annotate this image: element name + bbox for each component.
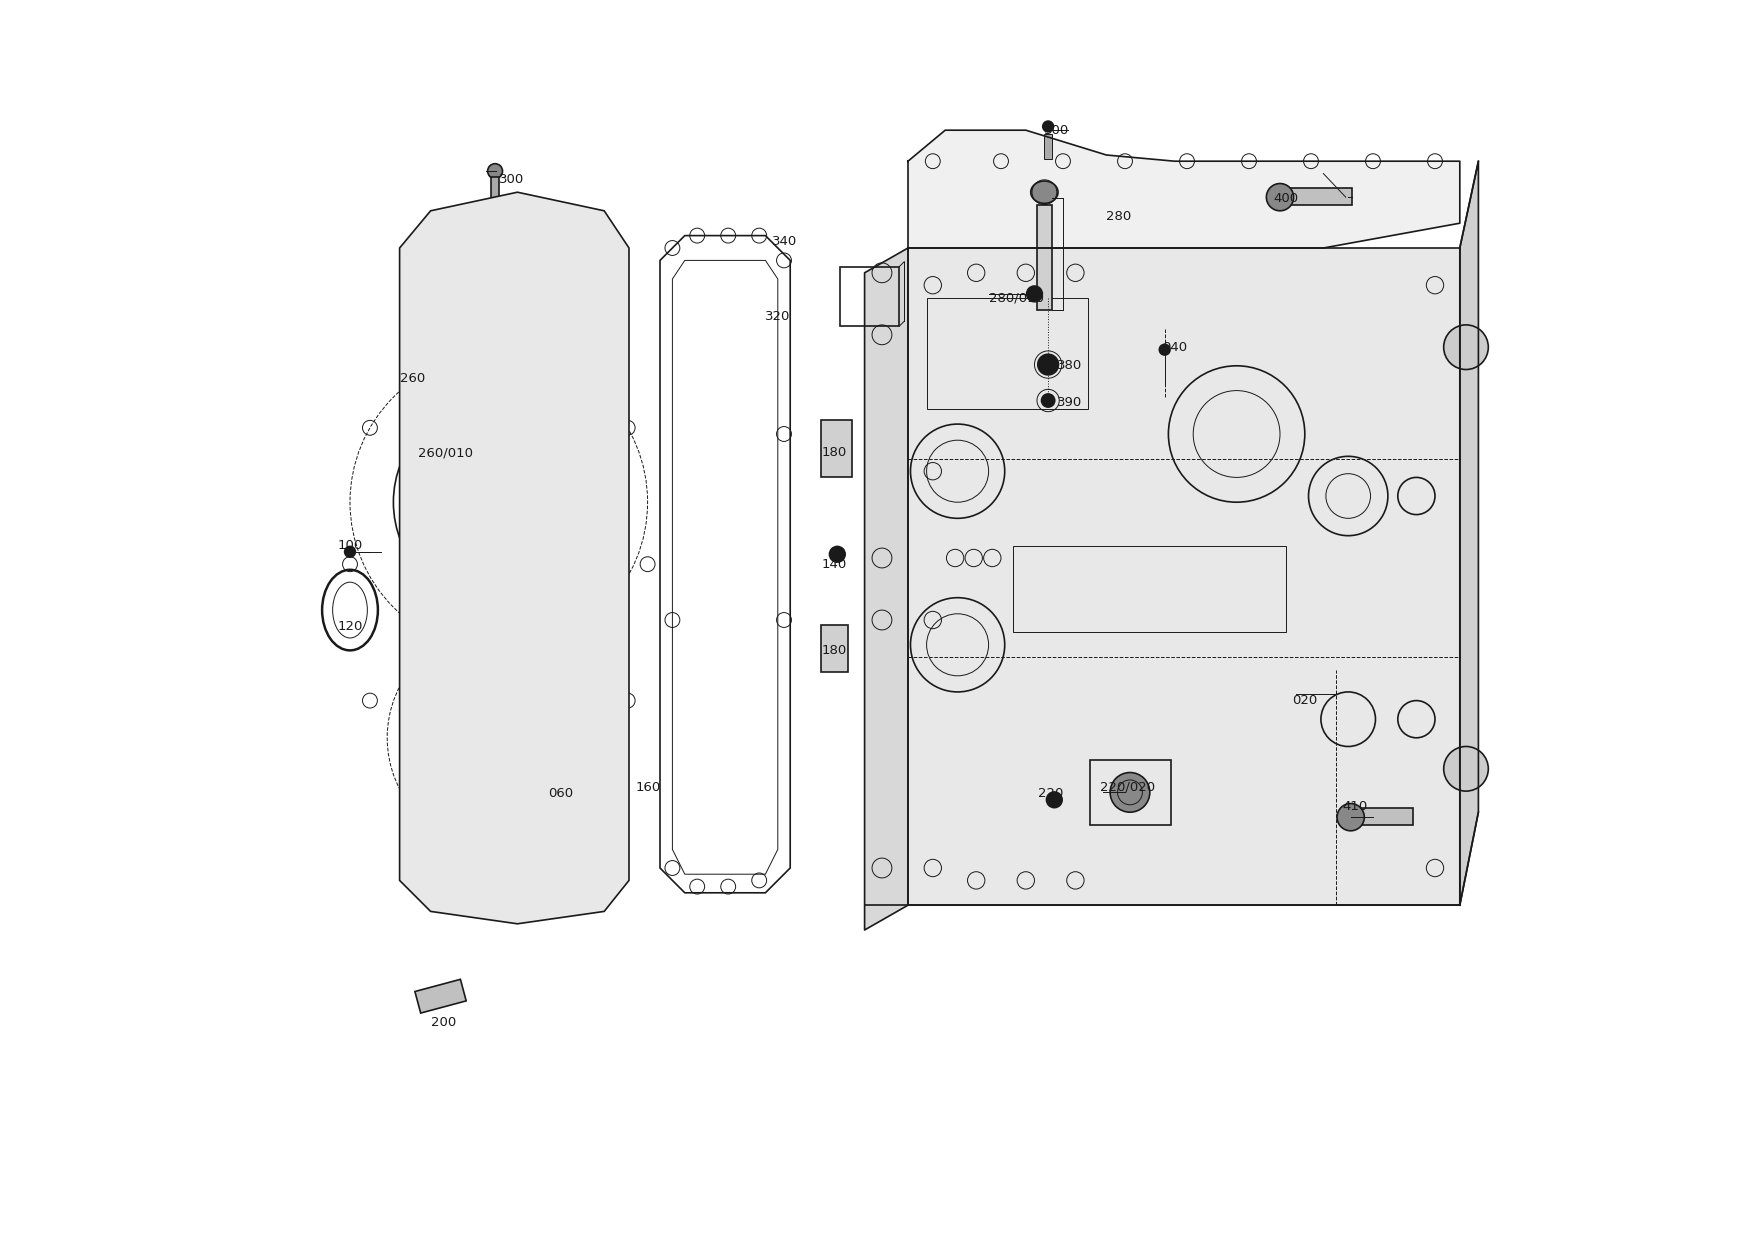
Ellipse shape — [1031, 181, 1058, 203]
Bar — [840, 267, 900, 326]
Text: 180: 180 — [821, 446, 847, 459]
Text: 060: 060 — [549, 787, 574, 800]
Circle shape — [430, 434, 567, 570]
Circle shape — [1045, 791, 1063, 808]
Circle shape — [1444, 325, 1489, 370]
Bar — [821, 625, 849, 672]
Bar — [1044, 134, 1052, 159]
Polygon shape — [400, 192, 630, 924]
Text: 100: 100 — [337, 539, 363, 552]
Circle shape — [1040, 393, 1056, 408]
Polygon shape — [865, 248, 909, 930]
Text: 300: 300 — [1044, 124, 1070, 136]
Text: 020: 020 — [1293, 694, 1317, 707]
Text: 200: 200 — [430, 1017, 456, 1029]
Text: 380: 380 — [1058, 360, 1082, 372]
Circle shape — [1037, 353, 1059, 376]
Text: 410: 410 — [1342, 800, 1368, 812]
Text: 180: 180 — [821, 645, 847, 657]
Text: 280/010: 280/010 — [989, 291, 1044, 304]
Circle shape — [1266, 184, 1294, 211]
Bar — [1014, 546, 1286, 632]
Text: 220/020: 220/020 — [1100, 781, 1156, 794]
Bar — [416, 980, 467, 1013]
Text: 300: 300 — [498, 174, 524, 186]
Polygon shape — [909, 248, 1459, 905]
Bar — [1091, 760, 1172, 825]
Text: 400: 400 — [1273, 192, 1300, 205]
Bar — [474, 316, 484, 397]
Text: 120: 120 — [337, 620, 363, 632]
Circle shape — [488, 164, 502, 179]
Circle shape — [1158, 343, 1172, 356]
Text: 140: 140 — [821, 558, 847, 570]
Circle shape — [468, 440, 486, 458]
Circle shape — [1110, 773, 1151, 812]
Text: 260: 260 — [400, 372, 424, 384]
Circle shape — [1444, 746, 1489, 791]
Text: 040: 040 — [1163, 341, 1187, 353]
Text: 320: 320 — [765, 310, 791, 322]
Bar — [1351, 808, 1412, 825]
Circle shape — [1026, 285, 1044, 303]
Text: 340: 340 — [772, 236, 796, 248]
Bar — [821, 420, 852, 477]
Polygon shape — [909, 130, 1459, 248]
Text: 280: 280 — [1107, 211, 1131, 223]
Polygon shape — [1459, 161, 1479, 905]
Bar — [1280, 188, 1352, 205]
Circle shape — [1337, 804, 1365, 831]
Bar — [926, 298, 1087, 409]
Bar — [491, 177, 498, 202]
Circle shape — [828, 546, 845, 563]
Circle shape — [447, 686, 551, 790]
Text: 390: 390 — [1058, 397, 1082, 409]
Text: 220: 220 — [1038, 787, 1063, 800]
Circle shape — [1042, 120, 1054, 133]
Circle shape — [463, 291, 493, 321]
Text: 160: 160 — [635, 781, 661, 794]
Bar — [1037, 205, 1052, 310]
Circle shape — [344, 546, 356, 558]
Text: 260/010: 260/010 — [417, 446, 474, 459]
